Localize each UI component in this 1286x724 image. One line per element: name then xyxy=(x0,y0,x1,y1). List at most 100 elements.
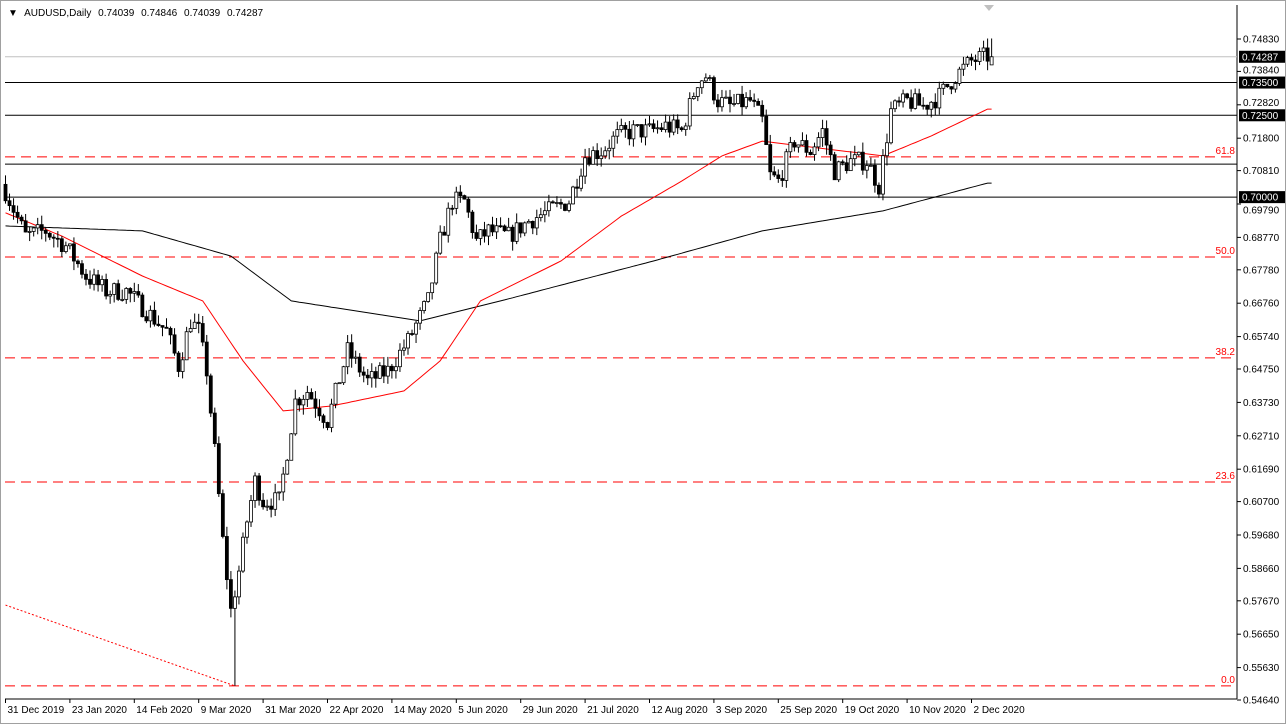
candle-body xyxy=(683,125,688,131)
candle-body xyxy=(329,403,334,428)
candle-body xyxy=(615,129,620,137)
candle-body xyxy=(848,158,853,172)
candle-body xyxy=(651,123,656,129)
candle-body xyxy=(265,505,270,508)
candle-body xyxy=(945,83,950,88)
candle-body xyxy=(309,392,314,400)
candle-body xyxy=(233,596,237,609)
candle-body xyxy=(571,186,575,205)
collapse-triangle-icon[interactable]: ▼ xyxy=(8,8,18,19)
candle-body xyxy=(860,151,865,171)
candle-body xyxy=(506,226,511,232)
time-tick-label: 3 Sep 2020 xyxy=(716,705,768,716)
open-value: 0.74039 xyxy=(98,8,135,19)
candle-body xyxy=(51,236,56,239)
candle-body xyxy=(385,365,390,377)
candle-body xyxy=(281,473,286,493)
candle-body xyxy=(212,412,217,444)
candle-body xyxy=(563,203,567,211)
candle-body xyxy=(47,232,52,238)
candle-body xyxy=(567,203,571,211)
candle-body xyxy=(921,104,926,107)
candle-body xyxy=(619,125,624,131)
candle-body xyxy=(321,415,326,423)
price-tick-label: 0.55630 xyxy=(1243,663,1280,674)
candle-body xyxy=(695,87,700,97)
price-tick-label: 0.63730 xyxy=(1243,398,1280,409)
candle-body xyxy=(466,198,471,213)
candle-body xyxy=(752,99,757,102)
candle-body xyxy=(92,274,96,285)
candle-body xyxy=(913,93,918,109)
candle-body xyxy=(973,59,978,62)
candle-body xyxy=(15,211,20,218)
candle-body xyxy=(643,124,648,138)
candle-body xyxy=(373,371,378,379)
candle-body xyxy=(518,222,523,234)
candle-body xyxy=(172,334,177,354)
candle-body xyxy=(305,392,310,400)
candle-body xyxy=(933,101,938,109)
candle-body xyxy=(828,144,833,156)
candle-body xyxy=(200,323,205,343)
candle-body xyxy=(35,224,40,229)
candle-body xyxy=(716,99,720,108)
candle-body xyxy=(699,80,704,89)
candle-body xyxy=(442,231,447,236)
candle-body xyxy=(317,407,322,417)
price-label-box xyxy=(1239,76,1285,89)
candle-body xyxy=(377,365,382,379)
candle-body xyxy=(796,144,801,148)
price-tick-label: 0.60700 xyxy=(1243,497,1280,508)
candle-body xyxy=(941,83,946,89)
candle-body xyxy=(406,333,410,349)
price-tick-label: 0.66760 xyxy=(1243,299,1280,310)
time-tick-label: 19 Oct 2020 xyxy=(845,705,900,716)
candle-body xyxy=(655,127,660,130)
candle-body xyxy=(458,191,463,197)
candle-body xyxy=(760,104,765,117)
price-label: 0.72500 xyxy=(1242,111,1279,122)
candle-body xyxy=(736,93,740,104)
time-tick-label: 22 Apr 2020 xyxy=(330,705,384,716)
price-tick-label: 0.62710 xyxy=(1243,431,1280,442)
price-tick-label: 0.54640 xyxy=(1243,696,1280,707)
time-tick-label: 10 Nov 2020 xyxy=(909,705,966,716)
candle-body xyxy=(55,237,60,240)
candle-body xyxy=(627,128,632,140)
candle-body xyxy=(180,359,185,372)
candle-body xyxy=(361,371,366,376)
candle-body xyxy=(864,165,869,171)
candle-body xyxy=(889,108,893,144)
candle-body xyxy=(804,140,809,153)
candle-body xyxy=(160,325,165,328)
fib-level-label: 50.0 xyxy=(1216,246,1236,257)
candle-body xyxy=(788,142,793,153)
candle-body xyxy=(687,98,692,127)
fib-level-label: 0.0 xyxy=(1221,675,1235,686)
candle-body xyxy=(514,222,519,242)
time-tick-label: 2 Dec 2020 xyxy=(974,705,1026,716)
candle-body xyxy=(510,226,515,242)
candle-body xyxy=(116,283,121,300)
candle-body xyxy=(176,352,181,372)
candle-body xyxy=(402,347,406,351)
candle-body xyxy=(691,96,696,99)
candle-body xyxy=(824,128,829,146)
candle-body xyxy=(353,356,358,359)
candle-body xyxy=(917,93,922,106)
candle-body xyxy=(868,164,873,167)
candle-body xyxy=(490,224,495,233)
price-tick-label: 0.61690 xyxy=(1243,465,1280,476)
candle-body xyxy=(152,309,157,325)
candle-body xyxy=(345,342,350,368)
time-tick-label: 25 Sep 2020 xyxy=(780,705,837,716)
candle-body xyxy=(482,229,487,237)
candle-body xyxy=(414,322,418,335)
candle-body xyxy=(856,151,861,156)
candle-body xyxy=(534,217,539,229)
candle-body xyxy=(579,175,583,189)
candle-body xyxy=(784,151,789,181)
candle-body xyxy=(885,142,889,157)
